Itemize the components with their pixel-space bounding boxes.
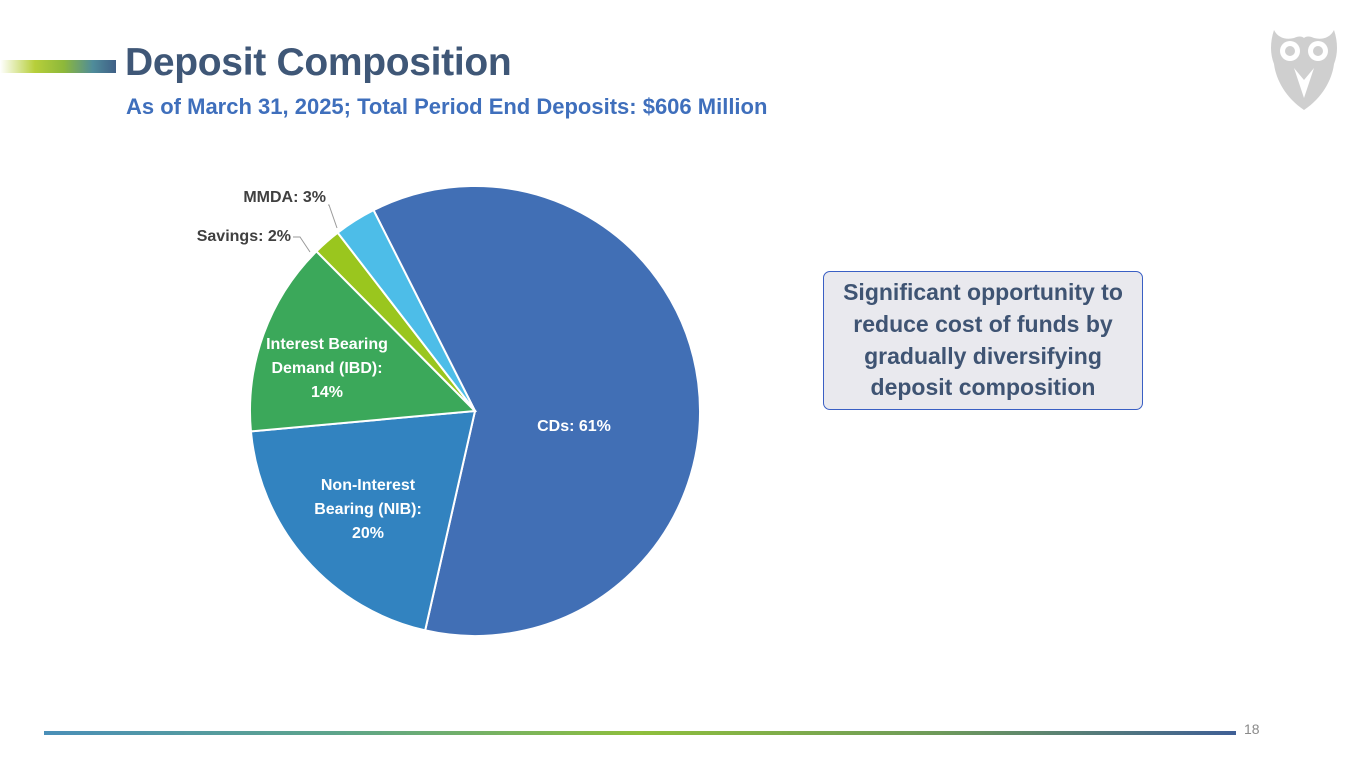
pie-slice-cds	[372, 185, 701, 637]
page-number: 18	[1244, 721, 1260, 737]
pie-leader-line-mmda	[328, 204, 338, 229]
pie-slice-mmda	[336, 208, 476, 412]
title-accent-bar	[0, 60, 116, 73]
pie-slice-interest-bearing-demand-ibd	[249, 249, 478, 433]
pie-leader-line-savings	[293, 236, 311, 253]
pie-label-savings: Savings: 2%	[197, 228, 291, 245]
page-subtitle: As of March 31, 2025; Total Period End D…	[126, 94, 768, 119]
pie-label-non-interest-bearing-nib: Non-Interest Bearing (NIB): 20%	[314, 477, 422, 542]
pie-label-cds: CDs: 61%	[537, 418, 611, 435]
callout-text: Significant opportunity to reduce cost o…	[843, 278, 1123, 401]
pie-slice-non-interest-bearing-nib	[249, 409, 477, 632]
pie-label-interest-bearing-demand-ibd: Interest Bearing Demand (IBD): 14%	[266, 336, 388, 401]
owl-logo-icon	[1271, 30, 1337, 110]
footer-accent-bar	[44, 731, 1236, 735]
page-title: Deposit Composition	[125, 41, 512, 84]
callout-box: Significant opportunity to reduce cost o…	[823, 271, 1143, 410]
pie-label-mmda: MMDA: 3%	[243, 189, 326, 206]
